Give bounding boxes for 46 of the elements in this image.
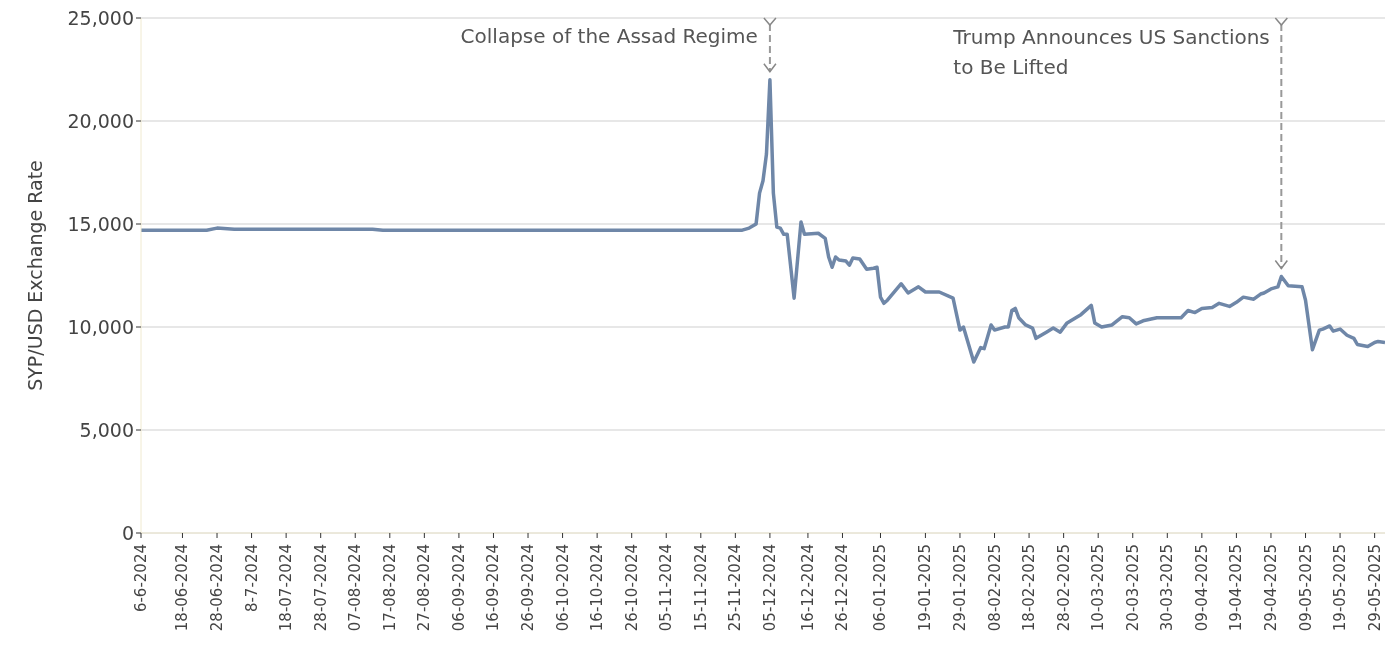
x-tick-label: 07-08-2024 <box>346 544 365 632</box>
x-tick-label: 19-05-2025 <box>1331 544 1350 632</box>
y-axis-title: SYP/USD Exchange Rate <box>23 160 46 391</box>
x-tick-label: 18-06-2024 <box>173 544 192 632</box>
x-tick-label: 06-09-2024 <box>449 544 468 632</box>
x-tick-label: 09-05-2025 <box>1296 544 1315 632</box>
x-tick-label: 29-04-2025 <box>1261 544 1280 632</box>
x-tick-label: 18-07-2024 <box>277 544 296 632</box>
x-tick-label: 16-12-2024 <box>798 544 817 632</box>
x-tick-label: 05-12-2024 <box>760 544 779 632</box>
x-tick-label: 28-06-2024 <box>208 544 227 632</box>
x-tick-label: 10-03-2025 <box>1089 544 1108 632</box>
y-tick-label: 15,000 <box>67 212 134 235</box>
x-tick-label: 26-10-2024 <box>622 544 641 632</box>
y-tick-label: 20,000 <box>67 109 134 132</box>
x-tick-label: 06-01-2025 <box>871 544 890 632</box>
y-tick-label: 25,000 <box>67 6 134 29</box>
y-tick-label: 0 <box>121 521 134 544</box>
x-tick-label: 18-02-2025 <box>1020 544 1039 632</box>
x-tick-label: 29-01-2025 <box>950 544 969 632</box>
x-tick-label: 16-10-2024 <box>588 544 607 632</box>
x-tick-label: 09-04-2025 <box>1192 544 1211 632</box>
x-tick-label: 15-11-2024 <box>691 544 710 632</box>
x-tick-label: 30-03-2025 <box>1158 544 1177 632</box>
line-series <box>141 78 1385 364</box>
x-tick-label: 29-05-2025 <box>1365 544 1384 632</box>
x-tick-label: 6-6-2024 <box>132 544 150 613</box>
x-tick-label: 26-09-2024 <box>519 544 538 632</box>
annotation: Trump Announces US Sanctions to Be Lifted <box>953 24 1271 81</box>
x-tick-label: 27-08-2024 <box>415 544 434 632</box>
x-tick-label: 08-02-2025 <box>985 544 1004 632</box>
x-tick-label: 19-01-2025 <box>916 544 935 632</box>
x-tick-label: 16-09-2024 <box>484 544 503 632</box>
x-tick-label: 26-12-2024 <box>833 544 852 632</box>
x-tick-label: 28-07-2024 <box>311 544 330 632</box>
x-tick-label: 17-08-2024 <box>380 544 399 632</box>
x-tick-label: 28-02-2025 <box>1054 544 1073 632</box>
x-tick-label: 06-10-2024 <box>553 544 572 632</box>
x-tick-label: 25-11-2024 <box>726 544 745 632</box>
y-tick-label: 10,000 <box>67 315 134 338</box>
y-tick-label: 5,000 <box>79 418 134 441</box>
x-tick-label: 20-03-2025 <box>1123 544 1142 632</box>
annotation: Collapse of the Assad Regime <box>460 24 758 49</box>
x-tick-label: 8-7-2024 <box>242 544 261 613</box>
x-tick-label: 05-11-2024 <box>657 544 676 632</box>
x-tick-label: 19-04-2025 <box>1227 544 1246 632</box>
